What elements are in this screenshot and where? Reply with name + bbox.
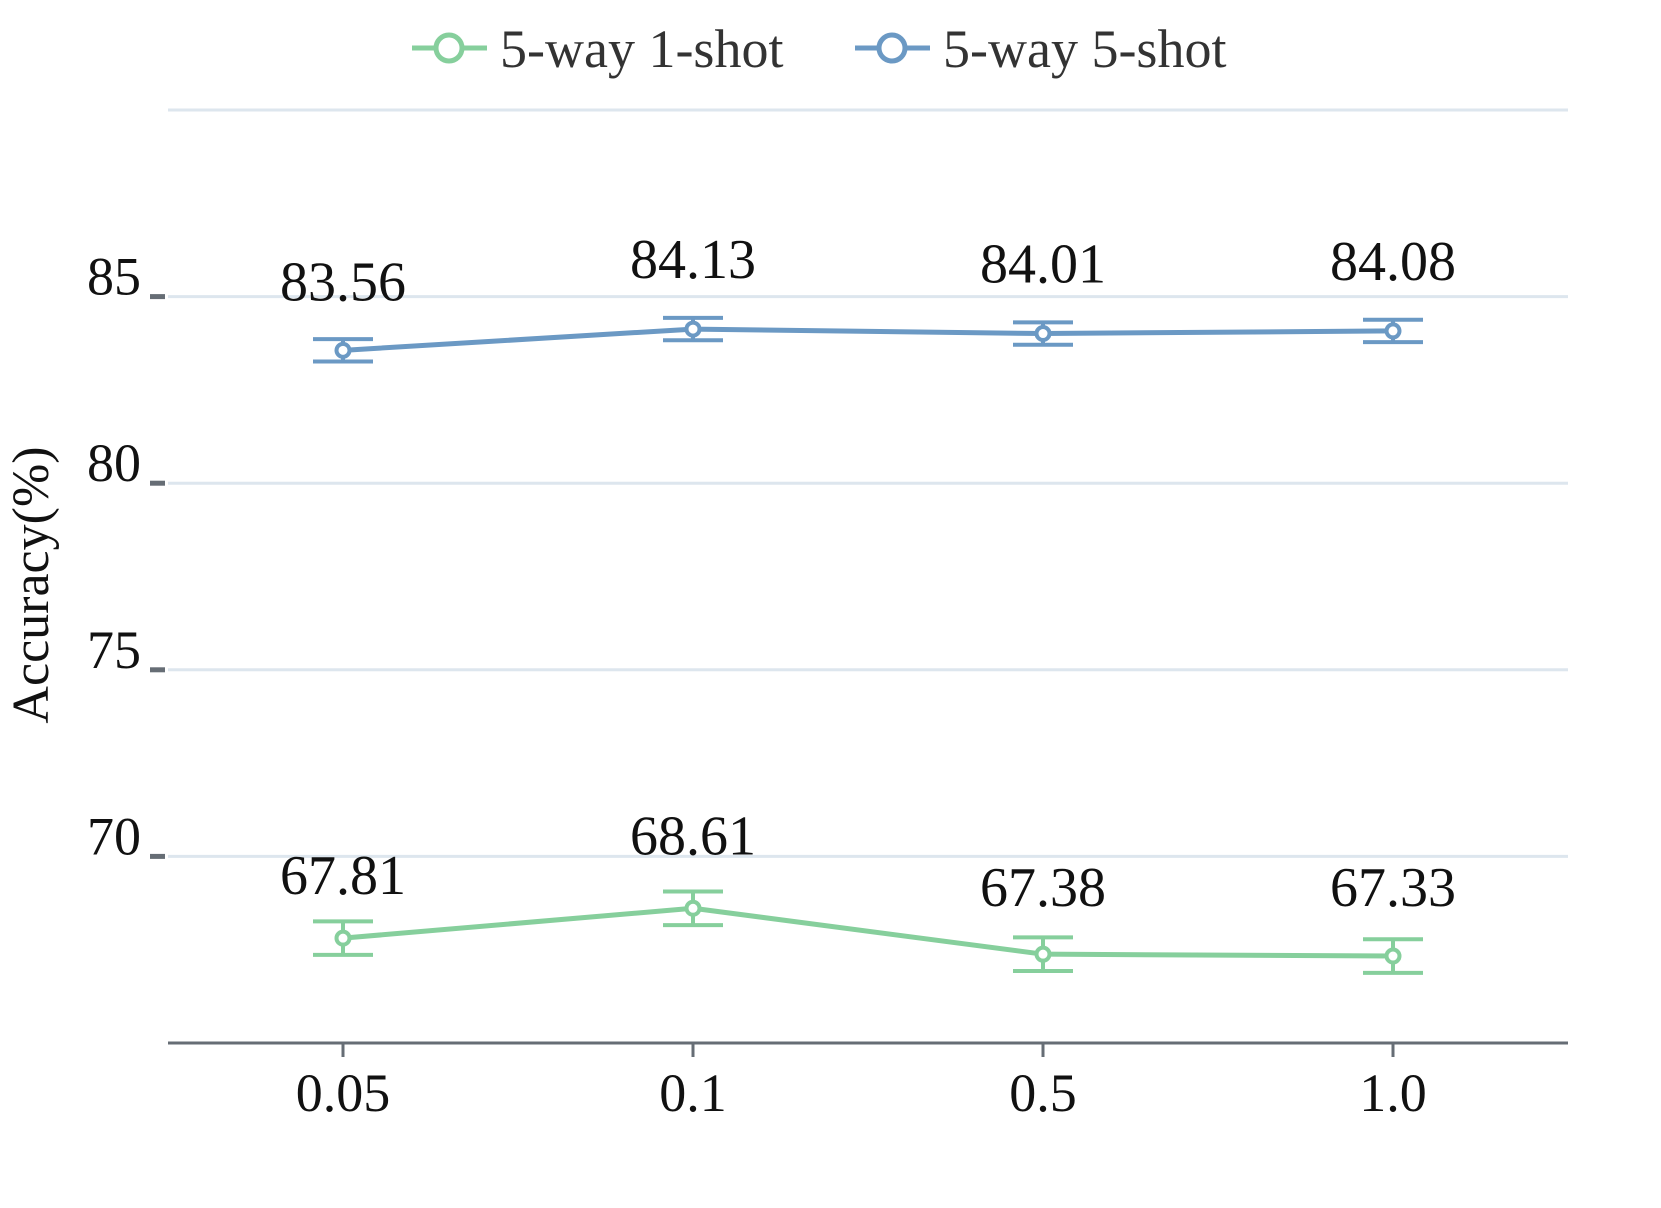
- data-point: [684, 899, 702, 917]
- data-labels: 67.81 68.61 67.38 67.33 83.56 84.13 84.01 84.08: [280, 229, 1456, 919]
- series-line: [342, 326, 1394, 353]
- data-point: [334, 341, 352, 359]
- data-label: 83.56: [280, 251, 406, 313]
- legend-item-2: 5-way 5-shot: [855, 19, 1226, 79]
- x-tick-label: 1.0: [1359, 1063, 1427, 1123]
- data-point: [684, 320, 702, 338]
- grid-lines: [168, 108, 1568, 858]
- legend-label: 5-way 1-shot: [500, 19, 783, 79]
- data-label: 84.13: [630, 229, 756, 291]
- data-point: [1384, 322, 1402, 340]
- data-label: 68.61: [630, 805, 756, 867]
- y-tick-label: 70: [87, 806, 141, 866]
- data-point: [1034, 325, 1052, 343]
- data-label: 67.33: [1330, 857, 1456, 919]
- legend: 5-way 1-shot 5-way 5-shot: [412, 19, 1226, 79]
- series-2: [313, 315, 1423, 364]
- data-point: [1034, 945, 1052, 963]
- legend-label: 5-way 5-shot: [943, 19, 1226, 79]
- legend-marker-icon: [876, 32, 908, 64]
- series-lines: [313, 315, 1423, 975]
- data-label: 84.08: [1330, 231, 1456, 293]
- legend-marker-icon: [433, 32, 465, 64]
- data-point: [334, 929, 352, 947]
- series-1: [313, 889, 1423, 975]
- axes: 70 75 80 85 0.05 0.1 0.5 1.0: [87, 247, 1568, 1123]
- data-point: [1384, 947, 1402, 965]
- x-tick-label: 0.1: [659, 1063, 727, 1123]
- y-axis-label: Accuracy(%): [3, 446, 60, 723]
- data-label: 67.81: [280, 845, 406, 907]
- y-tick-label: 75: [87, 620, 141, 680]
- x-tick-label: 0.5: [1009, 1063, 1077, 1123]
- legend-item-1: 5-way 1-shot: [412, 19, 783, 79]
- y-tick-label: 80: [87, 433, 141, 493]
- data-label: 67.38: [980, 857, 1106, 919]
- y-tick-label: 85: [87, 247, 141, 307]
- data-label: 84.01: [980, 234, 1106, 296]
- x-tick-label: 0.05: [296, 1063, 391, 1123]
- series-line: [342, 905, 1394, 959]
